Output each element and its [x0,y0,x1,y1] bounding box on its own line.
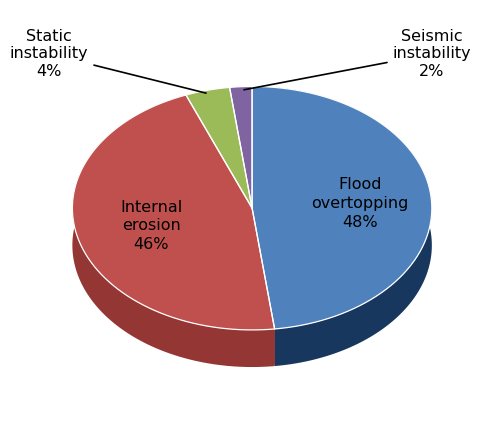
Polygon shape [73,95,275,367]
Polygon shape [252,86,432,329]
Polygon shape [252,86,432,366]
Text: Static
instability
4%: Static instability 4% [10,29,206,93]
Polygon shape [186,88,252,208]
Polygon shape [252,208,275,366]
Text: Internal
erosion
46%: Internal erosion 46% [120,200,182,252]
Polygon shape [252,208,275,366]
Polygon shape [230,86,252,208]
Text: Flood
overtopping
48%: Flood overtopping 48% [311,178,409,230]
Text: Seismic
instability
2%: Seismic instability 2% [244,29,471,90]
Polygon shape [73,95,275,330]
